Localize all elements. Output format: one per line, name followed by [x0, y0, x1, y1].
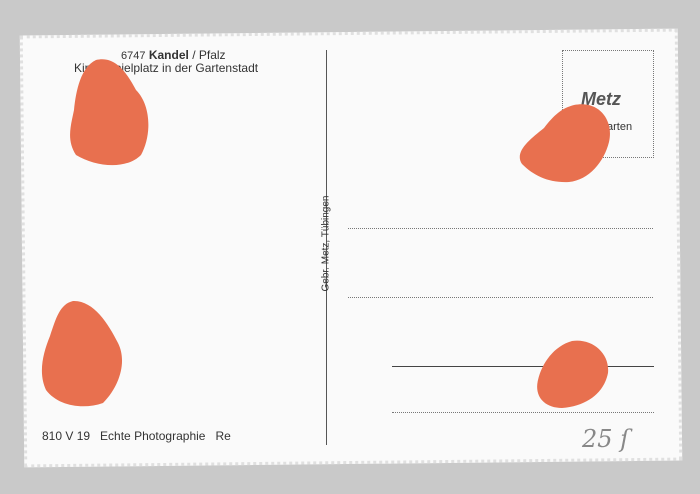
- town-name: Kandel: [148, 48, 189, 62]
- sticker-residue-3: [519, 104, 610, 183]
- sticker-residue-1: [70, 59, 149, 166]
- address-line-4: [392, 412, 654, 413]
- address-line-1: [348, 228, 653, 229]
- heading: 6747 Kandel / Pfalz: [121, 48, 226, 62]
- postal-code: 6747: [121, 50, 146, 62]
- handwritten-note: 25 ſ: [582, 425, 630, 453]
- region: / Pfalz: [192, 48, 226, 62]
- stamp-box: Metz arten: [562, 50, 654, 158]
- publisher: Gebr. Metz, Tübingen: [320, 195, 332, 292]
- footer-text: 810 V 19 Echte Photographie Re: [42, 429, 231, 443]
- sticker-residue-2: [41, 300, 123, 407]
- center-divider: [326, 50, 327, 445]
- sticker-residue-4: [537, 340, 609, 408]
- stamp-text: arten: [607, 121, 633, 133]
- metz-logo: Metz: [581, 89, 621, 109]
- address-line-3: [392, 366, 654, 367]
- address-line-2: [348, 297, 653, 298]
